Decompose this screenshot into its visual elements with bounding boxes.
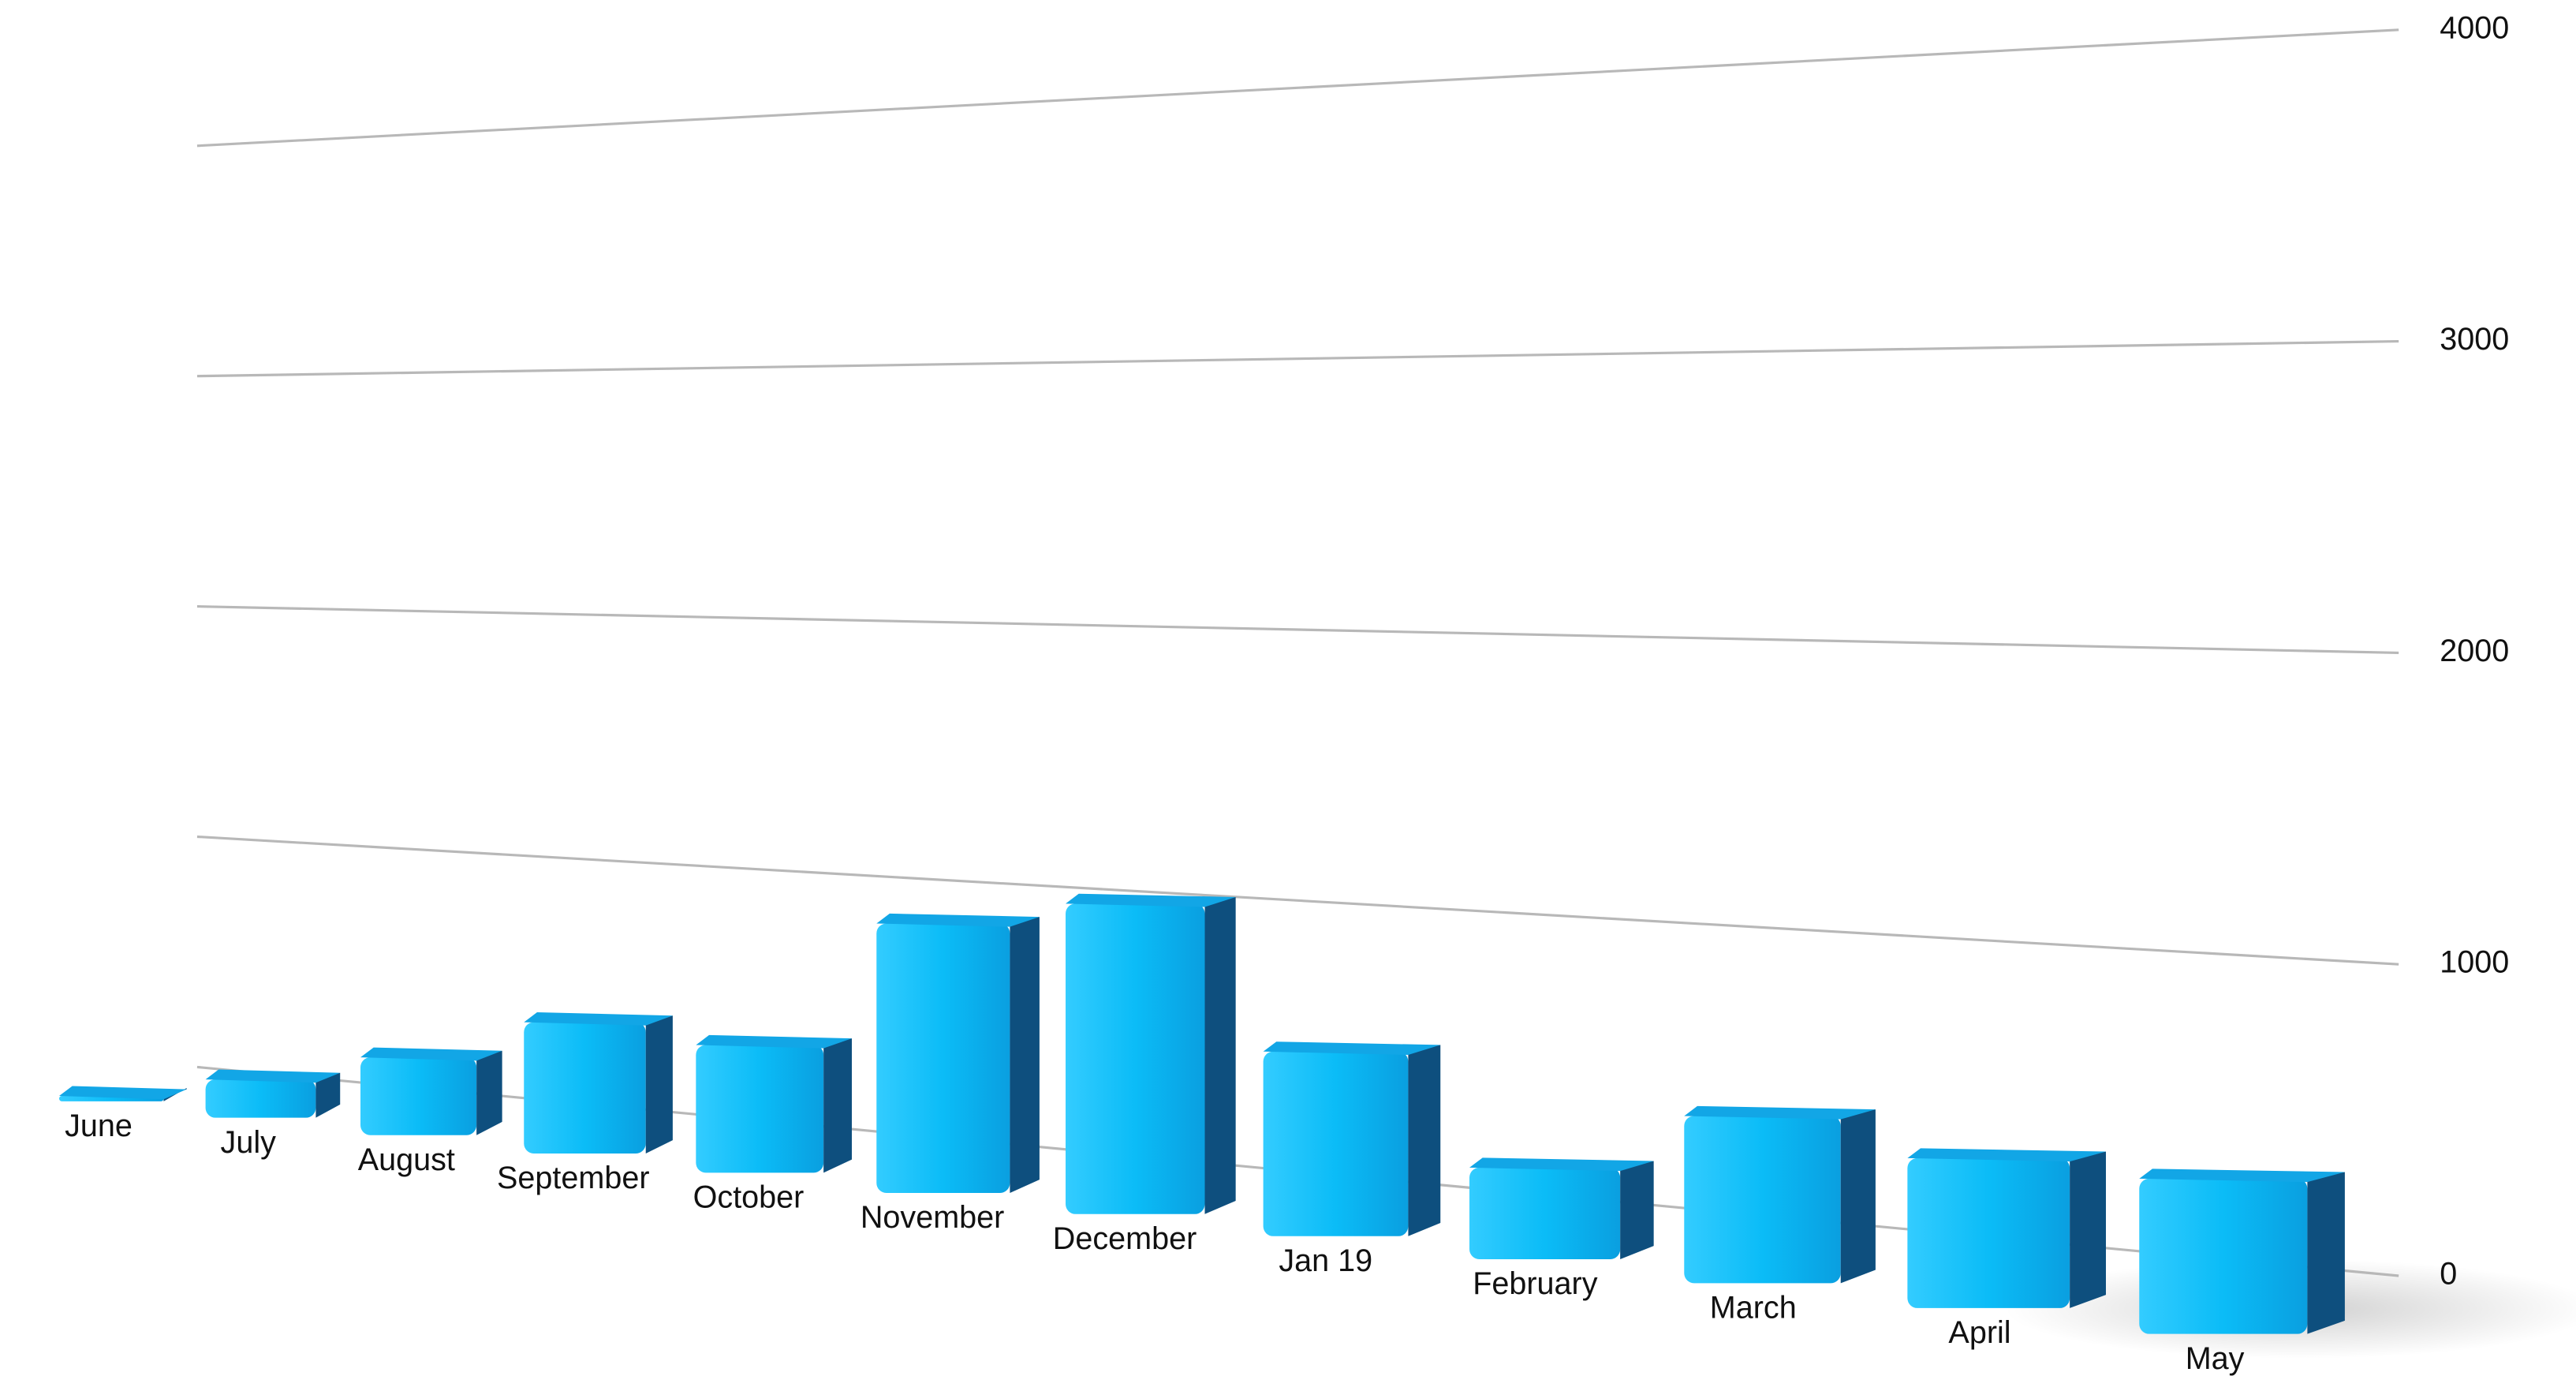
bar-side [2070, 1151, 2106, 1308]
bar-side [476, 1050, 502, 1135]
bar [524, 1022, 646, 1154]
bar-side [1620, 1161, 1654, 1259]
bar [1469, 1167, 1621, 1259]
bar-side [315, 1072, 341, 1118]
bar-side [1204, 896, 1236, 1214]
x-tick-label: Jan 19 [1279, 1243, 1372, 1278]
x-tick-label: July [221, 1125, 276, 1160]
bar-side [1840, 1109, 1876, 1284]
bar-top [1469, 1157, 1654, 1172]
bar-side [1408, 1045, 1441, 1236]
x-tick-label: February [1473, 1266, 1597, 1301]
y-tick-label: 1000 [2440, 945, 2509, 980]
bar-top [58, 1086, 187, 1100]
x-tick-label: November [861, 1200, 1004, 1235]
x-tick-label: December [1053, 1221, 1197, 1256]
bar [360, 1057, 477, 1135]
grid-line [196, 28, 2399, 148]
bar-top [360, 1047, 502, 1061]
plot: 0 1000 2000 3000 4000 June July August September… [58, 10, 2576, 1376]
bar-top [1066, 893, 1236, 907]
bar-side [645, 1015, 673, 1154]
x-tick-label: June [65, 1109, 133, 1143]
bar-side [1010, 917, 1040, 1193]
y-tick-label: 0 [2440, 1256, 2457, 1291]
bar-top [1907, 1148, 2106, 1162]
bar [205, 1079, 316, 1118]
grid-line [196, 340, 2399, 378]
y-tick-label: 4000 [2440, 10, 2509, 45]
y-tick-label: 2000 [2440, 634, 2509, 668]
bar-top [696, 1034, 852, 1049]
bar-top [1263, 1041, 1441, 1056]
grid-line [196, 835, 2399, 966]
x-tick-label: April [1948, 1315, 2010, 1350]
bar-top [524, 1011, 673, 1026]
x-tick-label: May [2186, 1341, 2245, 1376]
bar-top [2139, 1168, 2345, 1183]
x-tick-label: March [1710, 1290, 1797, 1325]
bar [1907, 1157, 2070, 1308]
bar-side [2307, 1172, 2345, 1334]
bar [1684, 1116, 1841, 1284]
y-tick-label: 3000 [2440, 322, 2509, 357]
grid-line [196, 605, 2399, 654]
bar [696, 1045, 824, 1173]
x-tick-label: August [358, 1142, 455, 1177]
bar [876, 923, 1010, 1193]
bar [1066, 903, 1205, 1214]
bar [1263, 1051, 1409, 1236]
x-tick-label: October [693, 1180, 805, 1214]
bar-top [1684, 1105, 1876, 1120]
bar-side [823, 1038, 852, 1173]
bar-top [876, 913, 1040, 927]
bar-top [205, 1069, 341, 1083]
x-tick-label: September [497, 1161, 650, 1195]
bar [2139, 1178, 2308, 1334]
